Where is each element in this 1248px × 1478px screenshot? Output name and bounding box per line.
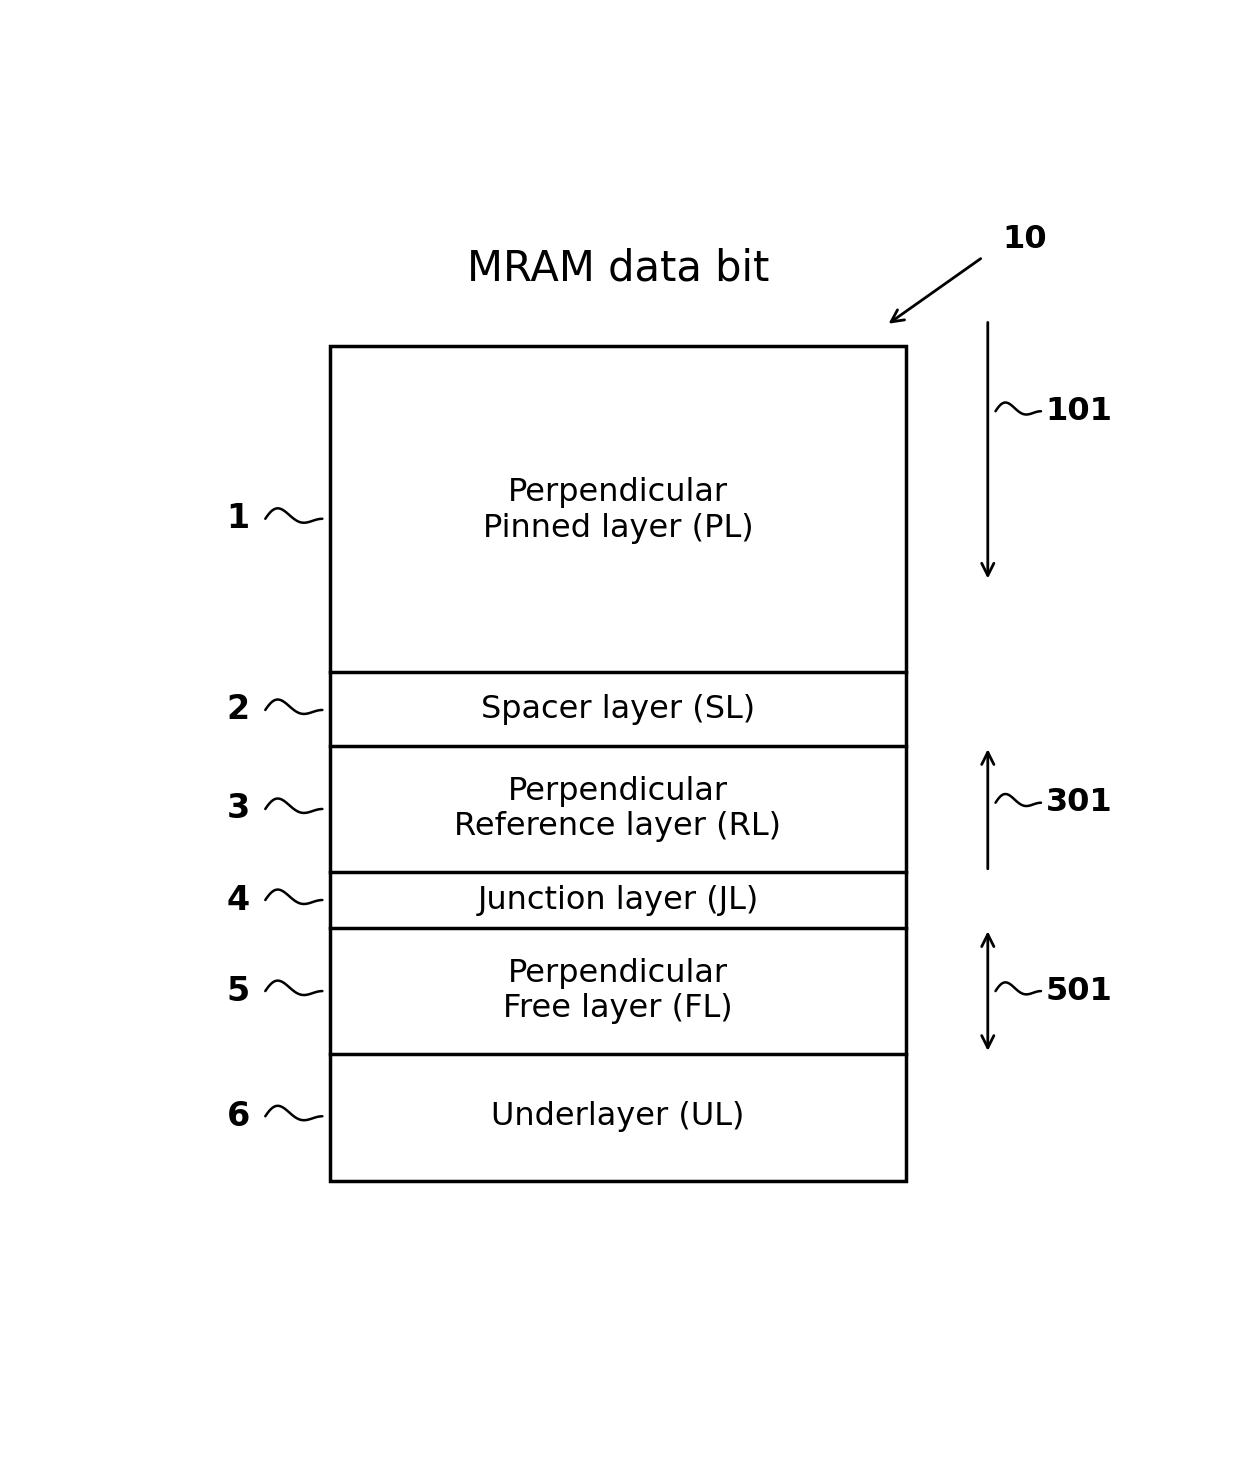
Text: 501: 501 — [1046, 975, 1113, 1007]
Text: Underlayer (UL): Underlayer (UL) — [492, 1101, 745, 1132]
Text: 4: 4 — [227, 884, 250, 916]
Text: Junction layer (JL): Junction layer (JL) — [477, 884, 759, 915]
Bar — [329, 346, 906, 1181]
Text: 1: 1 — [227, 503, 250, 535]
Text: 5: 5 — [227, 974, 250, 1008]
Text: Perpendicular
Pinned layer (PL): Perpendicular Pinned layer (PL) — [483, 477, 753, 544]
Text: 6: 6 — [227, 1100, 250, 1132]
Text: Perpendicular
Reference layer (RL): Perpendicular Reference layer (RL) — [454, 776, 781, 842]
Text: Perpendicular
Free layer (FL): Perpendicular Free layer (FL) — [503, 958, 733, 1024]
Text: 101: 101 — [1046, 396, 1113, 427]
Text: Spacer layer (SL): Spacer layer (SL) — [480, 693, 755, 724]
Text: 3: 3 — [227, 792, 250, 826]
Text: 301: 301 — [1046, 788, 1112, 819]
Text: 10: 10 — [1002, 225, 1047, 256]
Text: 2: 2 — [227, 693, 250, 727]
Text: MRAM data bit: MRAM data bit — [467, 247, 769, 290]
